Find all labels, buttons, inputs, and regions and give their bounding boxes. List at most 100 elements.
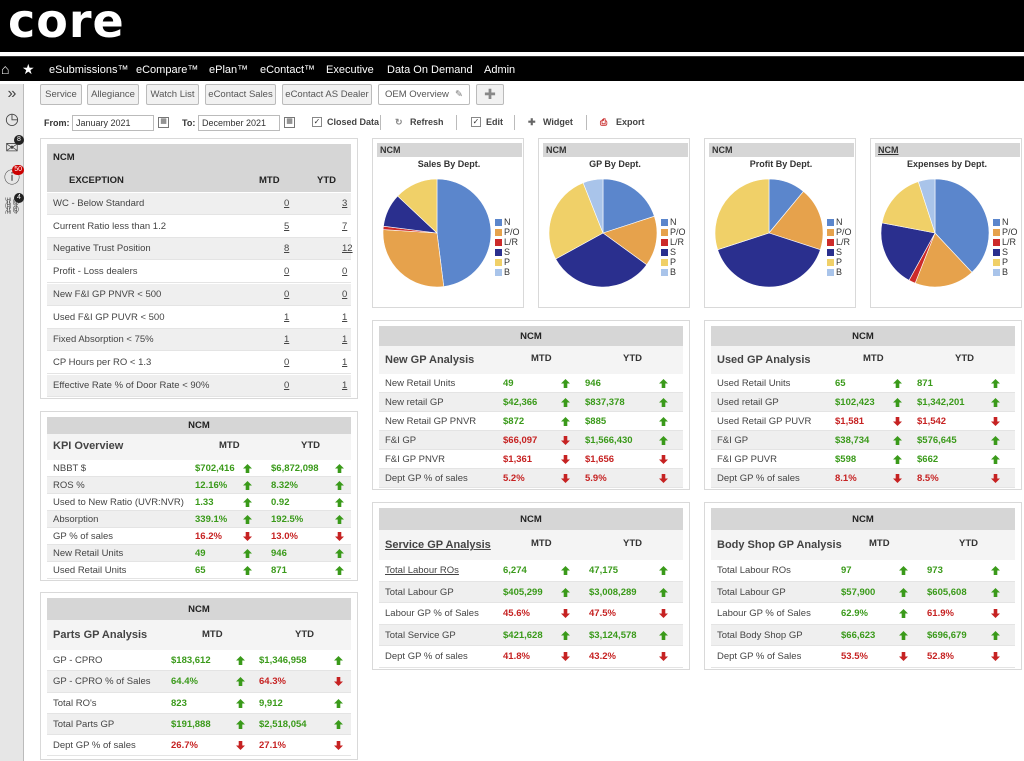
metric-ytd-value: $605,608	[927, 586, 967, 598]
metric-ytd-value: $885	[585, 416, 607, 427]
exception-ytd-link[interactable]: 7	[342, 220, 348, 232]
service-gp-title[interactable]: Service GP Analysis	[385, 539, 491, 551]
legend-label: S	[670, 247, 677, 257]
exception-mtd-link[interactable]: 1	[284, 311, 290, 323]
arrow-up-icon	[335, 464, 344, 473]
nav-ecompare[interactable]: eCompare™	[136, 64, 199, 76]
pie-slice-n[interactable]	[934, 178, 990, 273]
pie-slice-p-o[interactable]	[382, 229, 445, 288]
pie-slice-p[interactable]	[548, 182, 604, 260]
gp-chart-ncm: NCM	[543, 143, 688, 157]
closed-data-checkbox[interactable]: ✓	[312, 117, 322, 127]
gp-pie-chart[interactable]	[545, 175, 661, 291]
exception-ytd-link[interactable]: 1	[342, 334, 348, 346]
clock-icon[interactable]: ◷	[5, 111, 19, 128]
refresh-icon[interactable]: ↻	[395, 117, 403, 127]
metric-label[interactable]: Total Labour ROs	[385, 565, 459, 576]
parts-panel: NCM Parts GP Analysis MTD YTD GP - CPRO $…	[40, 592, 358, 760]
exception-mtd-link[interactable]: 0	[284, 379, 290, 391]
pie-slice-s[interactable]	[717, 232, 821, 288]
nav-admin[interactable]: Admin	[484, 64, 516, 76]
pie-slice-p-o[interactable]	[602, 215, 658, 266]
pencil-icon[interactable]: ✎	[455, 89, 463, 100]
sales-pie-chart[interactable]	[379, 175, 495, 291]
used-gp-mtd-header: MTD	[863, 353, 884, 364]
pie-slice-b[interactable]	[917, 178, 936, 234]
calendar-icon[interactable]: ▦	[158, 117, 169, 128]
refresh-button[interactable]: Refresh	[410, 117, 444, 127]
calendar-icon[interactable]: ▦	[284, 117, 295, 128]
add-tab-button[interactable]: ✚	[476, 84, 504, 105]
expand-chevrons-icon[interactable]: »	[7, 85, 17, 102]
tab-watch-list[interactable]: Watch List	[146, 84, 199, 105]
expenses-pie-chart[interactable]	[877, 175, 993, 291]
exception-ytd-link[interactable]: 0	[342, 288, 348, 300]
alert-icon[interactable]: ⓘ 50	[3, 165, 24, 187]
mail-icon[interactable]: ✉ 8	[2, 135, 24, 159]
metric-mtd-value: $183,612	[171, 655, 211, 666]
tab-service[interactable]: Service	[40, 84, 82, 105]
pie-slice-p-o[interactable]	[768, 190, 824, 251]
pie-slice-b[interactable]	[582, 178, 604, 234]
nav-executive[interactable]: Executive	[326, 64, 374, 76]
arrow-up-icon	[335, 566, 344, 575]
exception-ytd-link[interactable]: 1	[342, 311, 348, 323]
pie-slice-n[interactable]	[436, 178, 492, 287]
exception-mtd-link[interactable]: 8	[284, 243, 290, 255]
export-button[interactable]: Export	[616, 117, 645, 127]
profit-pie-chart[interactable]	[711, 175, 827, 291]
nav-data-on-demand[interactable]: Data On Demand	[387, 64, 473, 76]
from-date-input[interactable]	[72, 115, 154, 131]
edit-checkbox[interactable]: ✓	[471, 117, 481, 127]
pie-slice-n[interactable]	[602, 178, 655, 234]
exception-mtd-link[interactable]: 0	[284, 288, 290, 300]
tab-oem-overview[interactable]: OEM Overview ✎	[378, 84, 470, 105]
exception-mtd-link[interactable]: 0	[284, 266, 290, 278]
nav-esubmissions[interactable]: eSubmissions™	[49, 64, 129, 76]
filter-bar: From: ▦ To: ▦ ✓ Closed Data ↻ Refresh ✓ …	[40, 113, 1020, 133]
nav-eplan[interactable]: ePlan™	[209, 64, 249, 76]
metric-row: New Retail GP PNVR $872 $885	[379, 412, 683, 431]
tab-econtact-sales[interactable]: eContact Sales	[205, 84, 276, 105]
pie-slice-p-o[interactable]	[914, 232, 973, 288]
metric-mtd-value: 65	[195, 565, 206, 576]
expenses-chart-ncm[interactable]: NCM	[875, 143, 1020, 157]
pie-slice-p[interactable]	[714, 178, 770, 251]
edit-button[interactable]: Edit	[486, 117, 503, 127]
exception-ytd-link[interactable]: 0	[342, 266, 348, 278]
exception-ytd-link[interactable]: 1	[342, 356, 348, 368]
link-icon[interactable]: ⛓ 4	[2, 193, 24, 215]
core-logo[interactable]: core	[8, 0, 125, 48]
exception-mtd-link[interactable]: 1	[284, 334, 290, 346]
exception-ytd-link[interactable]: 3	[342, 198, 348, 209]
widget-button[interactable]: Widget	[543, 117, 573, 127]
tab-allegiance[interactable]: Allegiance	[87, 84, 139, 105]
exception-ytd-link[interactable]: 12	[342, 243, 353, 255]
home-icon[interactable]: ⌂	[1, 61, 10, 77]
metric-row: Used Retail GP PUVR $1,581 $1,542	[711, 412, 1015, 431]
metric-mtd-value: 49	[195, 548, 206, 559]
arrow-up-icon	[893, 379, 902, 388]
legend-item: P/O	[495, 227, 520, 237]
exception-mtd-link[interactable]: 0	[284, 198, 290, 209]
exception-ytd-link[interactable]: 1	[342, 379, 348, 391]
legend-label: B	[1002, 267, 1009, 277]
pie-slice-s[interactable]	[880, 222, 936, 281]
tab-econtact-as-dealer[interactable]: eContact AS Dealer	[282, 84, 372, 105]
nav-econtact[interactable]: eContact™	[260, 64, 316, 76]
legend-label: N	[836, 217, 843, 227]
widget-plus-icon[interactable]: ✚	[528, 117, 536, 127]
pdf-icon[interactable]: ⎙	[600, 117, 608, 127]
pie-slice-s[interactable]	[555, 232, 648, 288]
legend-item: P/O	[993, 227, 1018, 237]
star-icon[interactable]: ★	[22, 61, 35, 77]
exception-label: Current Ratio less than 1.2	[53, 220, 167, 232]
pie-slice-p[interactable]	[397, 178, 438, 234]
pie-slice-p[interactable]	[881, 181, 936, 234]
exception-mtd-link[interactable]: 0	[284, 356, 290, 368]
metric-mtd-value: 339.1%	[195, 514, 228, 525]
to-date-input[interactable]	[198, 115, 280, 131]
arrow-down-icon	[561, 436, 570, 445]
exception-mtd-link[interactable]: 5	[284, 220, 290, 232]
legend-swatch	[827, 259, 834, 266]
